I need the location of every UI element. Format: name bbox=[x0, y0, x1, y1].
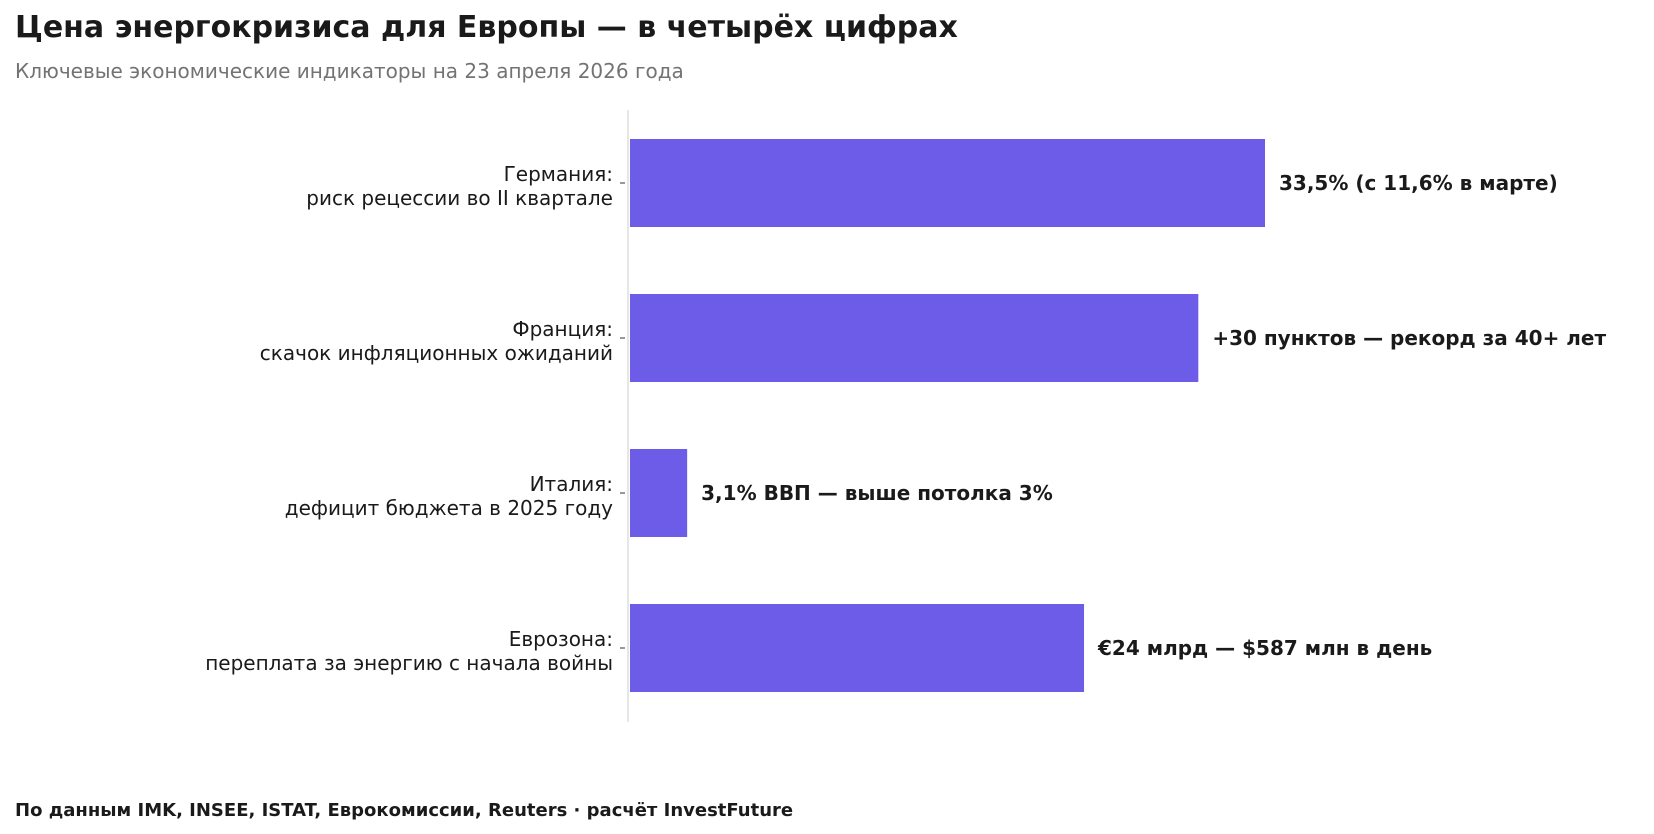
value-label-1: +30 пунктов — рекорд за 40+ лет bbox=[1212, 326, 1606, 350]
bar-2 bbox=[630, 449, 688, 537]
bars-layer bbox=[627, 110, 1265, 722]
category-label-0: Германия: риск рецессии во II квартале bbox=[306, 162, 613, 210]
category-label-2: Италия: дефицит бюджета в 2025 году bbox=[285, 472, 613, 520]
value-label-3: €24 млрд — $587 млн в день bbox=[1097, 636, 1432, 660]
bar-1 bbox=[630, 294, 1199, 382]
value-label-0: 33,5% (с 11,6% в марте) bbox=[1279, 171, 1558, 195]
bar-0 bbox=[630, 139, 1265, 227]
bar-3 bbox=[630, 604, 1085, 692]
chart-subtitle: Ключевые экономические индикаторы на 23 … bbox=[15, 59, 684, 83]
value-label-2: 3,1% ВВП — выше потолка 3% bbox=[701, 481, 1053, 505]
source-footer: По данным IMK, INSEE, ISTAT, Еврокомисси… bbox=[15, 800, 794, 821]
labels-layer: Германия: риск рецессии во II квартале 33,… bbox=[205, 162, 1606, 675]
category-label-1: Франция: скачок инфляционных ожиданий bbox=[260, 317, 613, 365]
chart-title: Цена энергокризиса для Европы — в четырё… bbox=[15, 10, 958, 45]
category-label-3: Еврозона: переплата за энергию с начала в… bbox=[205, 627, 613, 675]
